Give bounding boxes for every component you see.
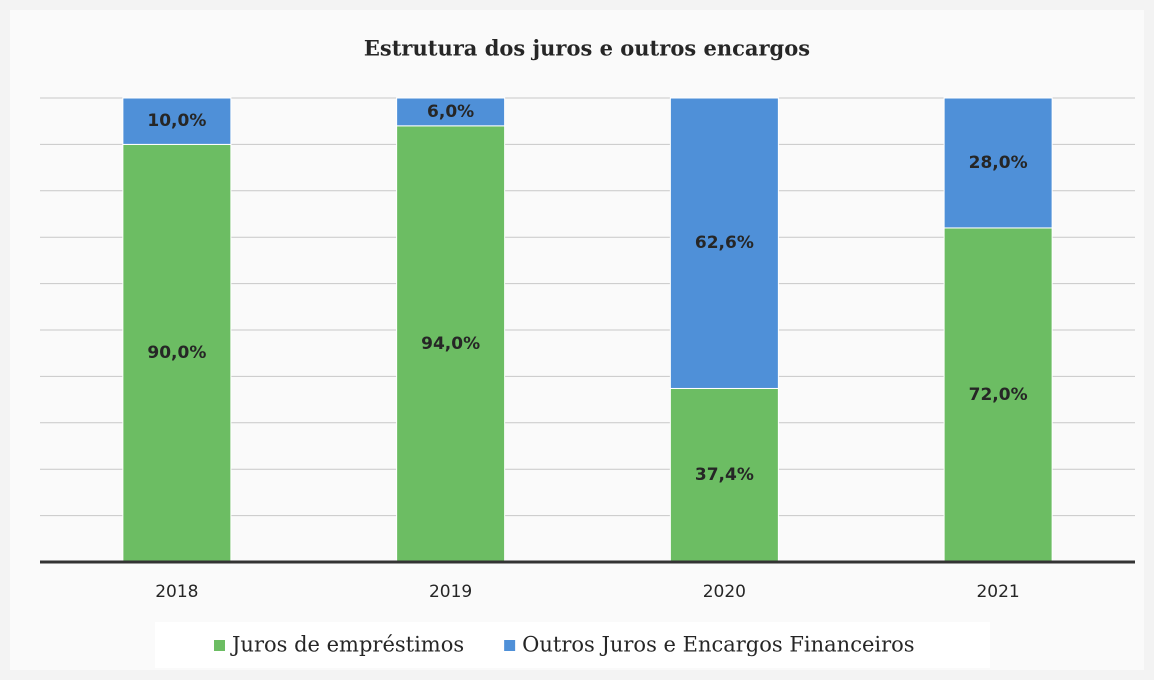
legend-label: Outros Juros e Encargos Financeiros — [522, 633, 914, 657]
legend-box — [155, 622, 990, 668]
bar-segment — [669, 387, 779, 563]
data-label: 90,0% — [147, 343, 206, 363]
x-tick-label: 2018 — [155, 582, 198, 602]
data-label: 72,0% — [969, 385, 1028, 405]
chart-title: Estrutura dos juros e outros encargos — [364, 36, 810, 61]
legend-swatch — [214, 640, 225, 651]
data-label: 37,4% — [695, 465, 754, 485]
data-label: 94,0% — [421, 334, 480, 354]
data-label: 28,0% — [969, 153, 1028, 173]
data-label: 10,0% — [147, 111, 206, 131]
x-tick-label: 2021 — [976, 582, 1019, 602]
bar-segment — [943, 97, 1053, 229]
bar-segment — [122, 143, 232, 563]
bar-segment — [669, 97, 779, 389]
bar-segment — [396, 97, 506, 127]
bar-segment — [396, 125, 506, 563]
data-label: 6,0% — [427, 102, 474, 122]
x-tick-label: 2020 — [703, 582, 746, 602]
bar-segment — [943, 227, 1053, 563]
legend-label: Juros de empréstimos — [230, 633, 464, 657]
x-tick-label: 2019 — [429, 582, 472, 602]
bar-segment — [122, 97, 232, 145]
legend-swatch — [504, 640, 516, 651]
data-label: 62,6% — [695, 233, 754, 253]
